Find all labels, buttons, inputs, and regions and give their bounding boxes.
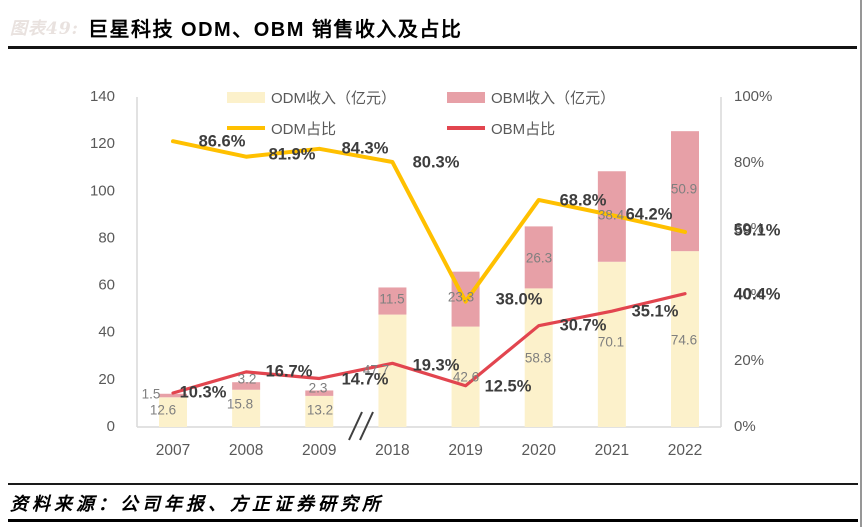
odm-bar-segment	[305, 395, 334, 427]
obm-bar-segment	[378, 287, 407, 315]
odm-share-swatch	[227, 126, 265, 130]
odm-value-label: 74.6	[671, 333, 697, 348]
legend-item-odm-share: ODM占比	[227, 117, 336, 139]
odm-share-pct-label: 80.3%	[413, 153, 460, 171]
left-axis-tick-label: 100	[90, 182, 115, 199]
odm-bar-segment	[232, 389, 261, 427]
odm-share-pct-label: 59.1%	[734, 221, 781, 239]
obm-value-label: 26.3	[526, 251, 552, 266]
obm-share-pct-label: 19.3%	[413, 356, 460, 374]
right-axis-tick-label: 20%	[734, 352, 764, 369]
obm-share-line	[171, 292, 687, 395]
axis-break-mark	[359, 411, 374, 441]
source-note: 资料来源：公司年报、方正证券研究所	[10, 494, 384, 515]
table-cell-border	[860, 0, 862, 527]
category-label: 2007	[156, 442, 190, 459]
odm-value-label: 70.1	[598, 335, 624, 350]
obm-share-swatch	[447, 126, 485, 130]
obm-value-label: 38.4	[598, 208, 625, 223]
obm-share-pct-label: 40.4%	[734, 285, 781, 303]
odm-value-label: 15.8	[227, 397, 253, 412]
category-label: 2021	[595, 442, 629, 459]
left-axis-tick-label: 20	[98, 371, 115, 388]
odm-share-pct-label: 81.9%	[269, 145, 316, 163]
legend-item-obm-revenue: OBM收入（亿元）	[447, 86, 615, 108]
figure-title: 巨星科技 ODM、OBM 销售收入及占比	[88, 19, 463, 41]
obm-share-pct-label: 12.5%	[485, 377, 532, 395]
category-label: 2019	[448, 442, 482, 459]
category-label: 2009	[302, 442, 336, 459]
obm-value-label: 50.9	[671, 182, 697, 197]
obm-share-pct-label: 30.7%	[560, 316, 607, 334]
obm-value-label: 1.5	[142, 387, 161, 402]
obm-share-pct-label: 35.1%	[632, 302, 679, 320]
legend-label-odm-share: ODM占比	[271, 120, 336, 138]
legend-item-odm-revenue: ODM收入（亿元）	[227, 86, 396, 108]
odm-bar-segment	[378, 314, 407, 427]
odm-bar-segment	[671, 251, 699, 427]
category-label: 2020	[521, 442, 556, 459]
right-axis-tick-label: 60%	[734, 220, 764, 237]
odm-revenue-swatch	[227, 91, 265, 103]
odm-share-pct-label: 86.6%	[199, 132, 246, 150]
obm-bar-segment	[232, 382, 261, 390]
obm-value-label: 3.2	[238, 372, 257, 387]
legend-label-obm-revenue: OBM收入（亿元）	[491, 89, 616, 107]
odm-bar-segment	[524, 288, 553, 427]
right-axis-tick-label: 40%	[734, 286, 764, 303]
odm-value-label: 47.7	[363, 363, 389, 378]
left-axis-tick-label: 0	[107, 418, 115, 435]
obm-bar-segment	[305, 390, 334, 396]
obm-share-pct-label: 10.3%	[180, 383, 227, 401]
left-axis-tick-label: 140	[90, 88, 115, 105]
title-divider	[8, 46, 857, 49]
odm-value-label: 13.2	[307, 403, 333, 418]
source-divider-top	[8, 483, 858, 485]
odm-value-label: 58.8	[525, 351, 551, 366]
odm-share-pct-label: 64.2%	[626, 205, 673, 223]
odm-value-label: 42.6	[453, 370, 479, 385]
obm-share-pct-label: 16.7%	[266, 362, 313, 380]
obm-bar-segment	[159, 393, 187, 398]
right-axis-tick-label: 80%	[734, 154, 764, 171]
legend-item-obm-share: OBM占比	[447, 117, 555, 139]
odm-bar-segment	[597, 261, 626, 427]
obm-share-pct-label: 14.7%	[342, 370, 389, 388]
odm-value-label: 12.6	[150, 403, 176, 418]
obm-revenue-swatch	[447, 91, 485, 103]
left-axis-tick-label: 80	[98, 229, 115, 246]
left-axis-tick-label: 60	[98, 277, 115, 294]
category-label: 2018	[375, 442, 409, 459]
odm-share-pct-label: 68.8%	[560, 191, 607, 209]
odm-share-line	[171, 139, 687, 304]
left-axis-tick-label: 40	[98, 324, 115, 341]
chart-legend: ODM收入（亿元） OBM收入（亿元） ODM占比 OBM占比	[227, 86, 657, 146]
obm-value-label: 11.5	[379, 292, 404, 307]
axis-break-mark	[348, 411, 363, 441]
figure-number-watermark: 图表49:	[10, 19, 79, 39]
right-axis-tick-label: 0%	[734, 418, 756, 435]
odm-share-pct-label: 38.0%	[496, 290, 543, 308]
source-divider-bottom	[8, 519, 858, 522]
category-label: 2022	[668, 442, 702, 459]
legend-label-odm-revenue: ODM收入（亿元）	[271, 89, 396, 107]
right-axis-tick-label: 100%	[734, 88, 772, 105]
odm-share-pct-label: 84.3%	[342, 139, 389, 157]
odm-bar-segment	[159, 397, 187, 427]
obm-bar-segment	[524, 226, 553, 289]
category-label: 2008	[229, 442, 263, 459]
obm-value-label: 2.3	[309, 381, 328, 396]
legend-label-obm-share: OBM占比	[491, 120, 556, 138]
obm-value-label: 23.3	[448, 290, 474, 305]
left-axis-tick-label: 120	[90, 135, 115, 152]
